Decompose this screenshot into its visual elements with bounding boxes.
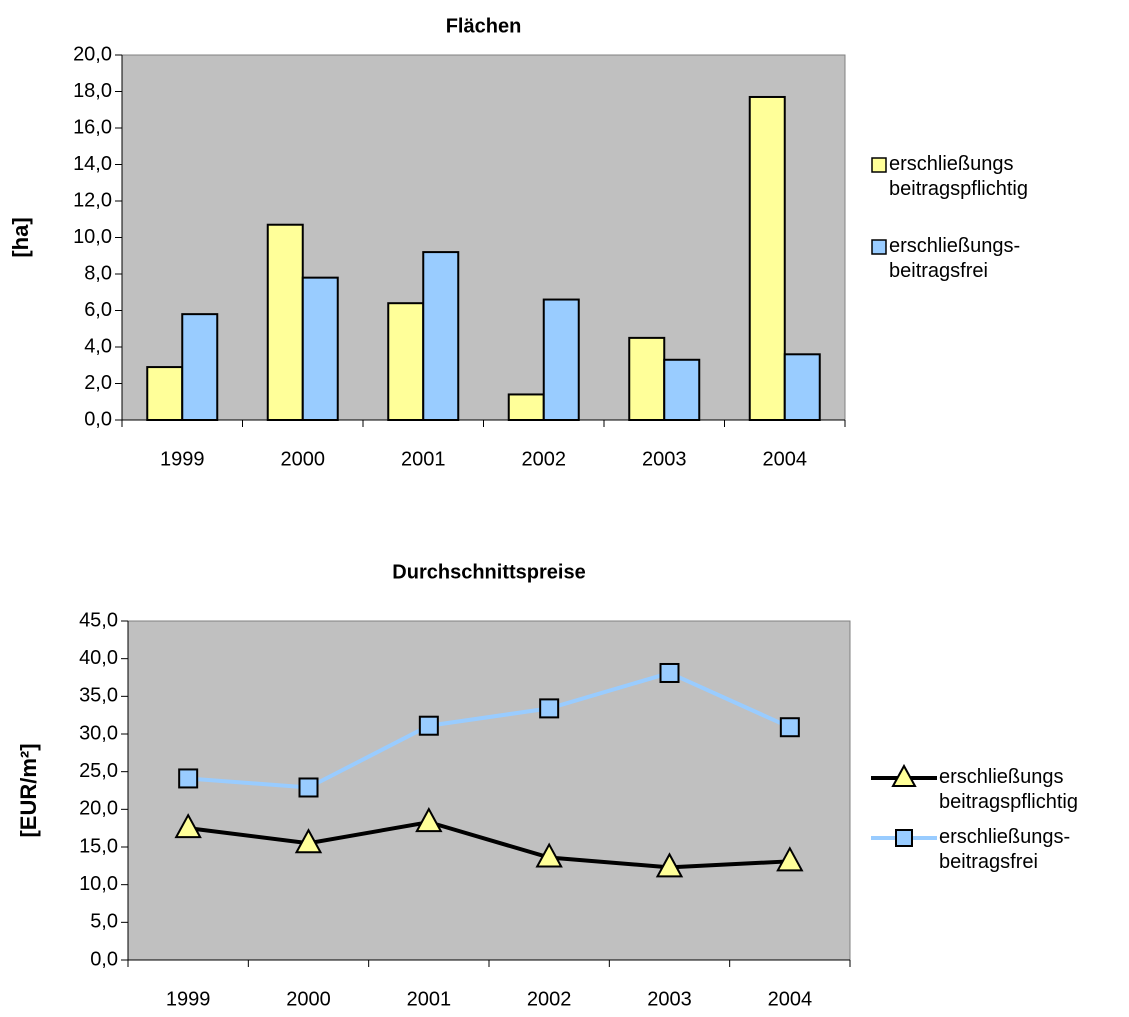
bar bbox=[783, 353, 821, 421]
bar bbox=[628, 336, 666, 421]
x-tick-label: 2003 bbox=[647, 988, 692, 1010]
y-tick-label: 20,0 bbox=[79, 798, 118, 820]
bar bbox=[422, 251, 460, 421]
y-tick-label: 25,0 bbox=[79, 760, 118, 782]
bar bbox=[181, 313, 219, 421]
marker bbox=[178, 768, 199, 789]
x-tick-label: 2004 bbox=[768, 988, 813, 1010]
y-tick-label: 15,0 bbox=[79, 835, 118, 857]
legend-label: erschließungs beitragspflichtig bbox=[889, 153, 1028, 200]
bar bbox=[301, 276, 339, 421]
y-axis-label: [EUR/m²] bbox=[16, 743, 41, 837]
y-tick-label: 10,0 bbox=[73, 226, 112, 248]
x-tick-label: 1999 bbox=[160, 448, 205, 470]
marker bbox=[298, 777, 319, 798]
bar bbox=[748, 95, 786, 421]
x-tick-label: 2002 bbox=[527, 988, 572, 1010]
x-tick-label: 2001 bbox=[407, 988, 452, 1010]
legend-swatch bbox=[871, 239, 887, 255]
legend-marker bbox=[891, 763, 917, 787]
legend-label: erschließungs- beitragsfrei bbox=[939, 826, 1071, 873]
y-tick-label: 12,0 bbox=[73, 189, 112, 211]
chart-title: Durchschnittspreise bbox=[392, 561, 585, 583]
y-tick-label: 6,0 bbox=[84, 299, 112, 321]
y-tick-label: 5,0 bbox=[90, 911, 118, 933]
marker bbox=[174, 813, 202, 839]
marker bbox=[415, 807, 443, 833]
y-tick-label: 8,0 bbox=[84, 262, 112, 284]
bar bbox=[387, 302, 425, 422]
y-tick-label: 40,0 bbox=[79, 647, 118, 669]
x-tick-label: 1999 bbox=[166, 988, 211, 1010]
line bbox=[188, 670, 791, 790]
y-tick-label: 30,0 bbox=[79, 722, 118, 744]
bar bbox=[663, 358, 701, 421]
y-tick-label: 14,0 bbox=[73, 153, 112, 175]
legend-label: erschließungs beitragspflichtig bbox=[939, 766, 1078, 813]
y-tick-label: 0,0 bbox=[84, 408, 112, 430]
legend-label: erschließungs- beitragsfrei bbox=[889, 235, 1021, 282]
marker bbox=[418, 715, 439, 736]
marker bbox=[535, 842, 563, 868]
x-tick-label: 2003 bbox=[642, 448, 687, 470]
y-tick-label: 4,0 bbox=[84, 335, 112, 357]
bar bbox=[507, 393, 545, 422]
marker bbox=[776, 846, 804, 872]
legend-swatch bbox=[871, 157, 887, 173]
y-axis-label: [ha] bbox=[8, 217, 33, 257]
marker bbox=[659, 662, 680, 683]
y-tick-label: 10,0 bbox=[79, 873, 118, 895]
y-tick-label: 16,0 bbox=[73, 116, 112, 138]
legend-marker bbox=[895, 829, 913, 847]
y-tick-label: 2,0 bbox=[84, 372, 112, 394]
y-tick-label: 20,0 bbox=[73, 43, 112, 65]
y-tick-label: 0,0 bbox=[90, 948, 118, 970]
marker bbox=[294, 828, 323, 854]
y-tick-label: 18,0 bbox=[73, 80, 112, 102]
y-tick-label: 35,0 bbox=[79, 685, 118, 707]
x-tick-label: 2001 bbox=[401, 448, 446, 470]
marker bbox=[539, 698, 560, 719]
plot-area bbox=[121, 54, 846, 421]
bar bbox=[266, 223, 304, 421]
x-tick-label: 2000 bbox=[281, 448, 326, 470]
marker bbox=[655, 852, 684, 878]
bar bbox=[542, 298, 580, 421]
marker bbox=[779, 717, 800, 738]
x-tick-label: 2002 bbox=[522, 448, 567, 470]
x-tick-label: 2004 bbox=[763, 448, 808, 470]
line bbox=[187, 820, 790, 870]
x-tick-label: 2000 bbox=[286, 988, 331, 1010]
plot-area bbox=[127, 620, 851, 961]
bar bbox=[146, 366, 184, 422]
y-tick-label: 45,0 bbox=[79, 609, 118, 631]
chart-title: Flächen bbox=[446, 15, 522, 37]
